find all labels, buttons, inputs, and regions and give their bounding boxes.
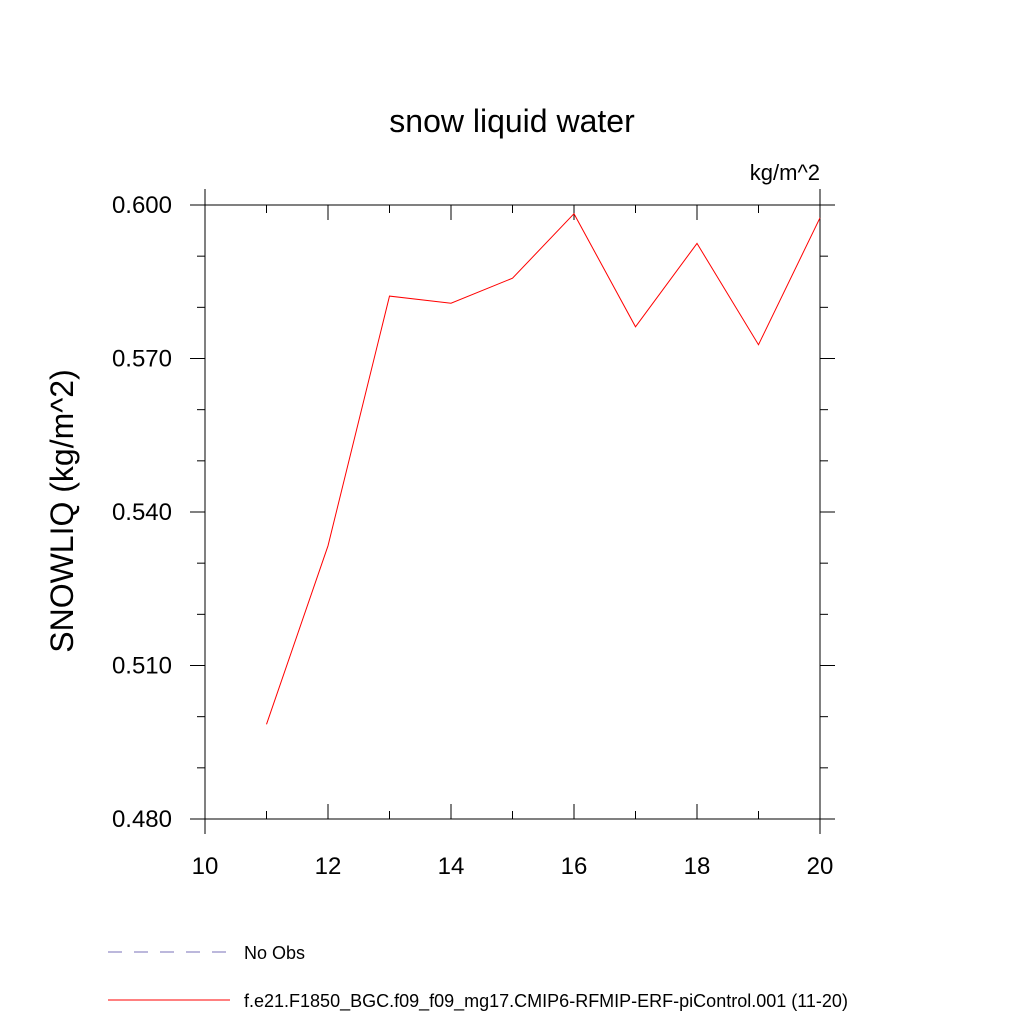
y-tick-label: 0.600 (112, 192, 172, 219)
legend: No Obs f.e21.F1850_BGC.f09_f09_mg17.CMIP6… (108, 943, 848, 1012)
x-tick-label: 12 (315, 853, 342, 880)
y-tick-label: 0.480 (112, 806, 172, 833)
x-tick-label: 16 (561, 853, 588, 880)
x-axis-ticks: 10 12 14 16 18 20 (192, 205, 834, 880)
y-tick-label: 0.510 (112, 653, 172, 680)
units-label: kg/m^2 (750, 160, 820, 185)
legend-label: No Obs (244, 943, 305, 963)
x-tick-label: 18 (684, 853, 711, 880)
legend-label: f.e21.F1850_BGC.f09_f09_mg17.CMIP6-RFMIP… (244, 991, 848, 1012)
x-tick-label: 20 (807, 853, 834, 880)
chart-title: snow liquid water (389, 103, 635, 139)
y-axis-ticks: 0.480 0.510 0.540 0.570 0.600 (112, 192, 835, 833)
plot-frame (190, 189, 835, 834)
x-tick-label: 10 (192, 853, 219, 880)
series-layer (266, 212, 821, 725)
series-line (266, 212, 821, 725)
y-tick-label: 0.570 (112, 346, 172, 373)
y-tick-label: 0.540 (112, 499, 172, 526)
y-axis-label: SNOWLIQ (kg/m^2) (44, 369, 80, 652)
x-tick-label: 14 (438, 853, 465, 880)
